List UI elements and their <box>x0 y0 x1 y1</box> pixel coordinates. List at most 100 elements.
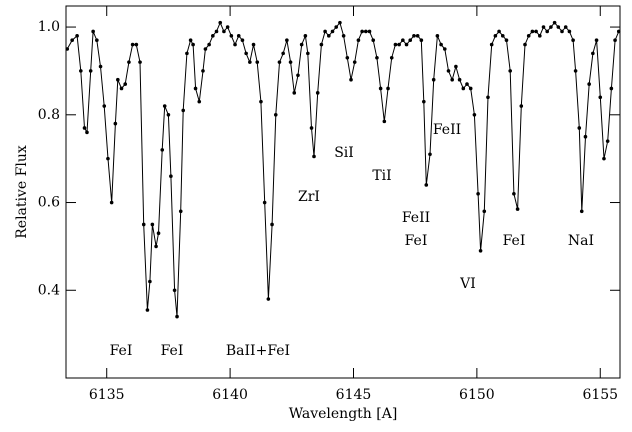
data-point <box>435 34 440 38</box>
data-point <box>389 55 394 60</box>
data-point <box>486 95 490 100</box>
y-tick-label: 0.4 <box>38 282 60 298</box>
data-point <box>482 209 487 214</box>
data-point <box>382 119 387 124</box>
data-point <box>330 29 335 34</box>
data-point <box>299 42 304 47</box>
data-point <box>602 156 606 161</box>
data-point <box>476 191 480 196</box>
data-point <box>193 86 198 91</box>
spectrum-line <box>66 21 620 317</box>
data-point <box>79 69 83 73</box>
data-point <box>587 82 591 86</box>
data-point <box>519 104 524 108</box>
y-tick-label: 0.8 <box>38 107 60 123</box>
data-point <box>130 42 135 47</box>
data-point <box>285 38 289 43</box>
data-point <box>397 42 401 47</box>
data-point <box>251 42 256 47</box>
data-point <box>552 20 557 25</box>
plot-frame <box>65 5 621 379</box>
data-point <box>211 34 215 38</box>
data-point <box>567 29 572 34</box>
data-point <box>345 55 350 60</box>
data-point <box>145 308 150 312</box>
data-point <box>141 222 146 227</box>
data-point <box>222 29 226 34</box>
data-point <box>371 38 376 43</box>
data-point <box>134 42 139 47</box>
data-point <box>378 86 383 91</box>
data-point <box>523 42 527 47</box>
data-point <box>236 34 241 38</box>
data-point <box>493 34 498 38</box>
data-point <box>504 38 509 43</box>
data-point <box>160 148 165 152</box>
data-point <box>207 42 211 47</box>
line-annotation: FeII <box>402 210 430 226</box>
line-annotation: FeI <box>503 233 526 249</box>
data-point <box>556 25 561 29</box>
data-point <box>408 38 413 43</box>
data-point <box>415 34 420 38</box>
data-point <box>109 200 114 205</box>
data-point <box>428 152 432 157</box>
data-point <box>386 86 390 91</box>
data-point <box>419 38 424 43</box>
data-point <box>327 34 331 38</box>
data-point <box>270 222 274 227</box>
data-point <box>292 91 297 95</box>
data-point <box>323 29 327 34</box>
line-annotation: BaII+FeI <box>226 343 290 359</box>
data-point <box>579 209 584 214</box>
data-point <box>360 29 364 34</box>
data-point <box>175 314 179 319</box>
data-point <box>571 38 575 43</box>
data-point <box>102 104 107 108</box>
data-point <box>82 126 87 130</box>
data-point <box>594 38 599 43</box>
data-point <box>341 34 346 38</box>
data-point <box>478 248 483 253</box>
data-point <box>70 38 74 43</box>
line-annotation: FeII <box>433 122 461 138</box>
data-point <box>364 29 368 34</box>
data-point <box>191 42 195 47</box>
data-point <box>560 29 564 34</box>
data-point <box>288 60 293 64</box>
data-point <box>401 38 405 43</box>
data-point <box>127 60 131 64</box>
data-point <box>172 288 177 293</box>
line-annotation: NaI <box>568 233 594 249</box>
data-point <box>334 25 339 29</box>
data-point <box>545 29 550 34</box>
data-point <box>166 112 171 117</box>
data-point <box>296 73 300 78</box>
data-point <box>113 121 118 126</box>
data-point <box>266 297 271 301</box>
data-point <box>613 38 617 43</box>
data-point <box>148 279 152 284</box>
data-point <box>201 69 205 73</box>
data-point <box>178 209 183 214</box>
data-point <box>450 77 454 82</box>
data-point <box>508 69 512 73</box>
data-point <box>85 130 89 135</box>
line-annotation: TiI <box>372 168 391 184</box>
data-point <box>424 183 429 187</box>
data-point <box>88 69 93 73</box>
data-point <box>188 38 193 43</box>
data-point <box>454 64 458 69</box>
data-point <box>422 99 426 104</box>
data-point <box>75 34 79 38</box>
data-point <box>530 29 535 34</box>
data-point <box>248 60 252 64</box>
y-axis-label: Relative Flux <box>14 145 30 239</box>
x-axis-label: Wavelength [A] <box>289 406 398 422</box>
data-point <box>609 86 614 91</box>
data-point <box>185 51 189 56</box>
data-point <box>534 29 538 34</box>
data-point <box>541 25 546 29</box>
x-tick-label: 6145 <box>336 387 372 403</box>
